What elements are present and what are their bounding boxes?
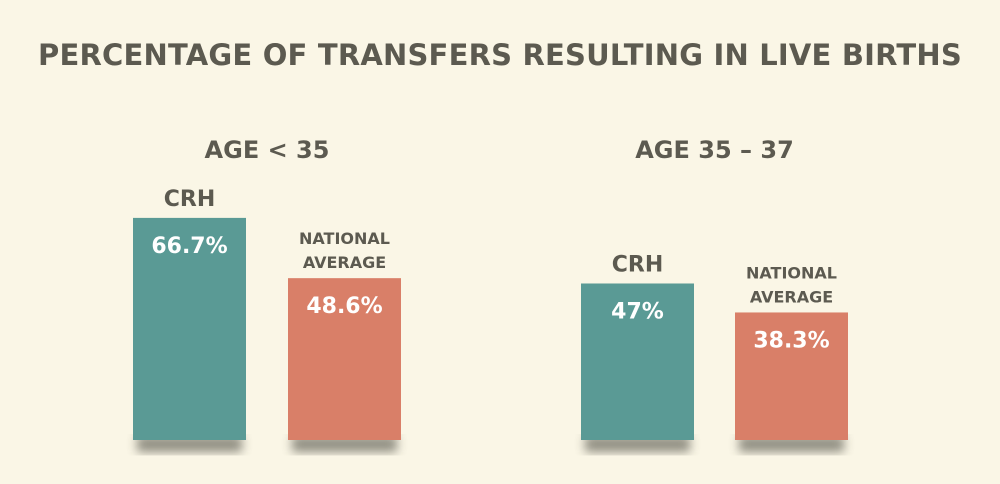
series-label-national: NATIONAL — [746, 263, 837, 282]
value-label: 66.7% — [151, 234, 227, 259]
series-label-crh: CRH — [612, 252, 664, 277]
group-label-1: AGE 35 – 37 — [635, 136, 794, 164]
series-label-crh: CRH — [164, 187, 216, 212]
bar-crh-0 — [133, 217, 246, 440]
value-label: 47% — [611, 299, 664, 324]
bar-national-average-0 — [288, 278, 401, 440]
chart-title: PERCENTAGE OF TRANSFERS RESULTING IN LIV… — [38, 38, 962, 72]
value-label: 38.3% — [753, 328, 829, 353]
value-label: 48.6% — [306, 294, 382, 319]
series-label-average: AVERAGE — [303, 253, 386, 272]
bar-national-average-1 — [735, 312, 848, 440]
series-label-national: NATIONAL — [299, 229, 390, 248]
group-label-0: AGE < 35 — [205, 136, 330, 164]
bar-crh-1 — [581, 283, 694, 440]
series-label-average: AVERAGE — [750, 287, 833, 306]
